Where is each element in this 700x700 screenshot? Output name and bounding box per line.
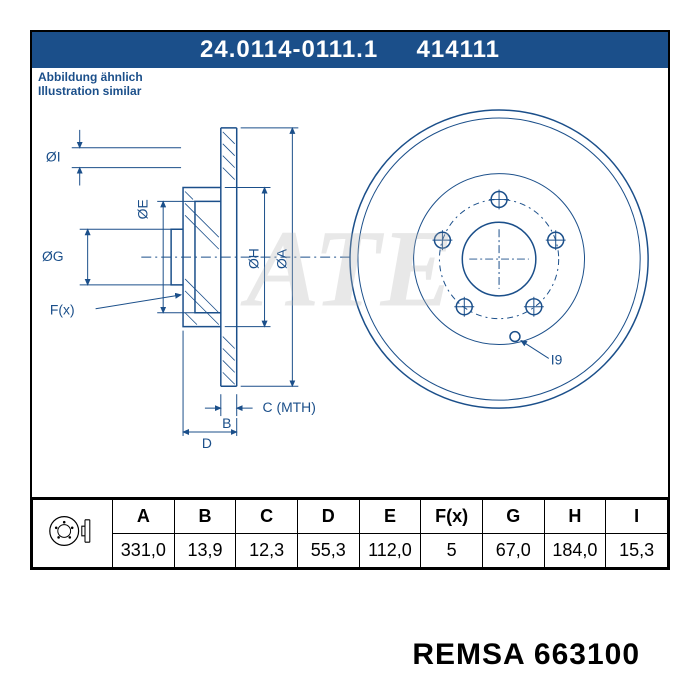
specifications-table: A B C D E F(x) G H I 331,0 13,9 12,3 55,… (32, 497, 668, 568)
val-D: 55,3 (297, 534, 359, 568)
disc-icon-cell (33, 500, 113, 568)
diagram-area: ATE (32, 68, 668, 470)
dim-label-I9: I9 (551, 351, 563, 367)
dim-label-B: B (222, 415, 231, 431)
dim-label-D: D (202, 435, 212, 451)
val-I: 15,3 (606, 534, 668, 568)
dim-label-C: C (MTH) (263, 399, 316, 415)
part-number-1: 24.0114-0111.1 (200, 36, 378, 63)
table-value-row: 331,0 13,9 12,3 55,3 112,0 5 67,0 184,0 … (33, 534, 668, 568)
footer-part: 663100 (534, 638, 640, 671)
col-C: C (236, 500, 298, 534)
side-section-view: B C (MTH) D ØI (42, 128, 350, 451)
val-H: 184,0 (544, 534, 606, 568)
dim-label-F: F(x) (50, 302, 75, 318)
footer-label: REMSA 663100 (412, 638, 640, 672)
col-H: H (544, 500, 606, 534)
col-G: G (482, 500, 544, 534)
val-F: 5 (421, 534, 483, 568)
col-F: F(x) (421, 500, 483, 534)
page-container: 24.0114-0111.1 414111 Abbildung ähnlich … (0, 0, 700, 700)
val-E: 112,0 (359, 534, 421, 568)
col-I: I (606, 500, 668, 534)
val-C: 12,3 (236, 534, 298, 568)
val-G: 67,0 (482, 534, 544, 568)
table-header-row: A B C D E F(x) G H I (33, 500, 668, 534)
part-number-2: 414111 (417, 36, 500, 63)
dim-label-A: ØA (273, 248, 289, 269)
col-A: A (113, 500, 175, 534)
col-D: D (297, 500, 359, 534)
col-B: B (174, 500, 236, 534)
header-bar: 24.0114-0111.1 414111 (32, 32, 668, 68)
front-view: I9 (350, 110, 648, 408)
val-A: 331,0 (113, 534, 175, 568)
dim-label-I: ØI (46, 149, 61, 165)
dim-label-G: ØG (42, 248, 64, 264)
footer-brand: REMSA (412, 638, 524, 671)
val-B: 13,9 (174, 534, 236, 568)
technical-drawing-frame: 24.0114-0111.1 414111 Abbildung ähnlich … (30, 30, 670, 570)
col-E: E (359, 500, 421, 534)
dim-label-H: ØH (246, 248, 262, 269)
technical-diagram-svg: B C (MTH) D ØI (32, 68, 668, 470)
dim-label-E: ØE (134, 199, 150, 219)
brake-disc-icon (45, 511, 101, 551)
